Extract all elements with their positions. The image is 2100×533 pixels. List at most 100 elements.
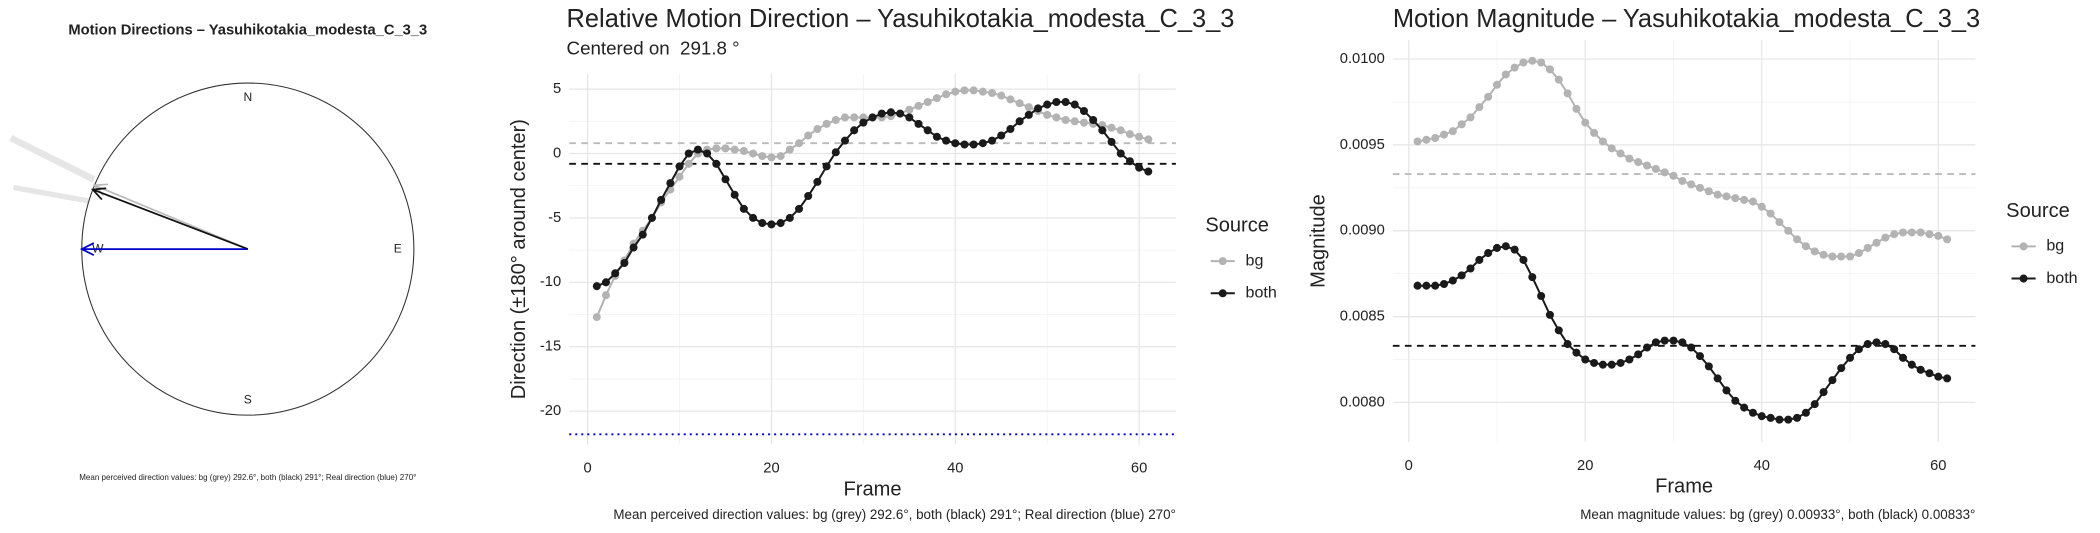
data-point [1634,350,1643,359]
data-point [1590,358,1599,367]
y-tick-label: 0 [553,145,561,161]
data-point [1678,176,1687,185]
data-point [1890,345,1899,354]
data-point [1863,243,1872,252]
x-tick-label: 40 [947,461,963,477]
data-point [1116,126,1125,135]
legend-title: Source [2006,200,2070,222]
caption: Mean magnitude values: bg (grey) 0.00933… [1580,507,1975,522]
data-point [1563,89,1572,98]
data-point [776,219,785,228]
data-point [1554,75,1563,84]
data-point [1943,235,1952,244]
data-point [1643,161,1652,170]
x-tick-label: 60 [1930,458,1946,474]
data-point [1872,338,1881,347]
data-point [1043,100,1052,109]
data-point [850,126,859,135]
data-point [1687,180,1696,189]
data-point [905,105,914,114]
data-point [1015,117,1024,126]
y-tick-label: 0.0085 [1340,308,1385,324]
data-point [1846,252,1855,261]
data-point [1837,252,1846,261]
data-point [1545,65,1554,74]
y-tick-label: 0.0090 [1340,223,1385,239]
data-point [1070,117,1079,126]
data-point [1766,413,1775,422]
data-point [1828,252,1837,261]
data-point [1634,158,1643,167]
data-point [1466,264,1475,273]
data-point [942,136,951,145]
data-point [1775,415,1784,424]
data-point [1766,209,1775,218]
data-point [1545,310,1554,319]
data-point [1704,362,1713,371]
data-point [1775,218,1784,227]
data-point [1528,56,1537,65]
x-tick-label: 0 [1405,458,1413,474]
data-point [877,109,886,118]
data-point [1537,58,1546,67]
data-point [969,86,978,95]
data-point [592,282,601,291]
data-point [1537,291,1546,301]
data-point [1854,345,1863,354]
data-point [601,278,611,287]
legend-symbol-point [1218,289,1227,298]
data-point [1748,408,1757,417]
data-point [1052,97,1061,107]
data-point [601,291,611,300]
data-point [730,145,739,154]
data-point [1581,118,1590,127]
data-point [1713,190,1722,199]
data-point [1943,374,1952,383]
data-point [969,140,978,149]
direction-arrow [79,242,248,256]
data-point [1607,144,1616,153]
data-point [1457,120,1466,129]
data-point [795,139,804,148]
data-point [914,101,923,110]
chart-subtitle: Centered on 291.8 ° [567,38,740,59]
x-tick-label: 0 [584,461,592,477]
data-point [1801,408,1810,417]
data-point [703,149,712,158]
data-point [1098,126,1107,135]
legend-symbol-point [1218,257,1227,266]
data-point [813,177,822,186]
data-point [1107,137,1116,146]
data-point [1475,255,1484,264]
data-point [1678,338,1687,347]
data-point [1033,104,1043,113]
data-point [804,192,813,201]
data-point [1793,235,1802,244]
data-point [951,139,960,148]
data-point [629,243,638,252]
data-point [647,213,656,222]
direction-arrow [90,187,249,250]
data-point [1881,233,1890,242]
data-point [1528,273,1537,282]
data-point [739,204,748,213]
data-point [1116,149,1125,158]
data-point [1810,400,1819,409]
data-point [886,108,895,117]
data-point [1898,228,1908,237]
data-point [1144,135,1153,144]
data-point [1625,154,1634,163]
legend-symbol-point [2019,274,2028,283]
data-point [1484,249,1493,258]
data-point [1837,364,1846,373]
data-point [1043,110,1052,119]
data-point [1052,113,1061,122]
data-point [859,118,868,127]
data-point [1079,106,1088,116]
data-point [1625,355,1634,364]
data-point [1731,396,1740,405]
data-point [1704,187,1713,196]
data-point [1934,372,1943,381]
trace [12,184,89,204]
